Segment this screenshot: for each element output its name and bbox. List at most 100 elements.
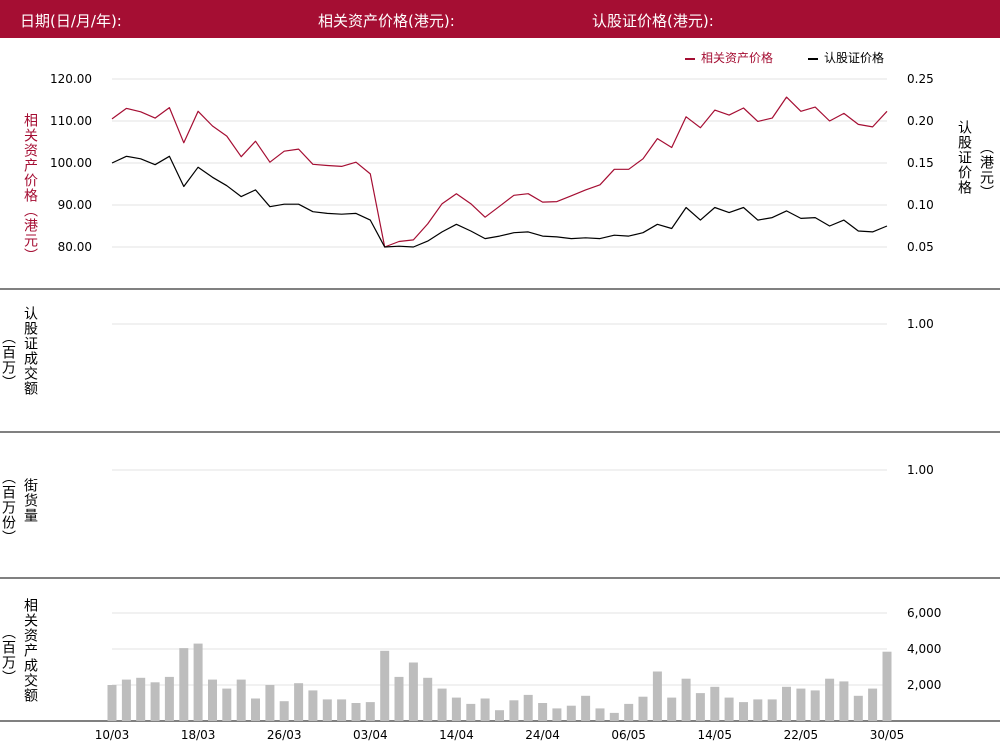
turnover-tick-label: 2,000 <box>907 678 941 692</box>
x-tick-label: 14/04 <box>439 728 474 742</box>
turnover-bar <box>208 679 217 721</box>
turnover-bar <box>451 697 461 721</box>
turnover-bar <box>351 703 361 721</box>
x-tick-label: 24/04 <box>525 728 560 742</box>
turnover-bar <box>193 643 203 721</box>
turnover-bar <box>595 708 605 721</box>
series-line-warrant <box>111 155 888 248</box>
turnover-bar <box>265 685 275 721</box>
turnover-bar <box>609 712 619 721</box>
turnover-bar <box>868 688 878 721</box>
turnover-bar <box>882 651 892 721</box>
turnover-bar <box>380 650 390 721</box>
x-tick-label: 26/03 <box>267 728 302 742</box>
y-left-tick-label: 80.00 <box>58 240 92 254</box>
y-right-tick-label: 0.25 <box>907 72 934 86</box>
y-right-tick-label: 0.05 <box>907 240 934 254</box>
turnover-bar <box>523 694 533 721</box>
turnover-bar <box>581 695 591 721</box>
turnover-bar <box>294 683 304 721</box>
x-tick-label: 03/04 <box>353 728 388 742</box>
x-tick-label: 18/03 <box>181 728 216 742</box>
y-right-axis-label: 认股证价格 <box>956 120 972 195</box>
turnover-bar <box>552 708 562 721</box>
legend-swatch-underlying <box>685 57 695 60</box>
turnover-bar <box>839 681 849 721</box>
turnover-bar <box>107 685 117 721</box>
y-left-tick-label: 100.00 <box>50 156 92 170</box>
turnover-bar <box>337 699 347 721</box>
legend-item-underlying: 相关资产价格 <box>685 49 773 66</box>
legend-label-underlying: 相关资产价格 <box>701 51 774 65</box>
turnover-bar <box>164 676 174 721</box>
turnover-bar <box>509 700 519 721</box>
turnover-bar <box>466 703 476 721</box>
turnover-bar <box>853 695 863 721</box>
warrant-price-readout-label: 认股证价格(港元): <box>592 12 714 30</box>
turnover-bar <box>121 679 131 721</box>
underlying-turnover-label: 相关资产成交额 <box>22 598 38 703</box>
legend-item-warrant: 认股证价格 <box>808 49 884 66</box>
x-tick-label: 30/05 <box>870 728 905 742</box>
turnover-bar <box>753 699 763 721</box>
turnover-bar <box>652 671 662 721</box>
x-tick-label: 14/05 <box>697 728 732 742</box>
legend-swatch-warrant <box>808 57 818 60</box>
turnover-bar <box>825 678 835 721</box>
underlying-turnover-unit: （百万） <box>0 625 16 685</box>
outstanding-unit: （百万份） <box>0 470 16 545</box>
turnover-bar <box>423 677 433 721</box>
turnover-bar <box>279 701 289 721</box>
outstanding-label: 街货量 <box>22 478 38 523</box>
turnover-bar <box>437 688 447 721</box>
turnover-bar <box>681 678 691 721</box>
chart-header: 日期(日/月/年): 相关资产价格(港元): 认股证价格(港元): <box>0 0 1000 38</box>
turnover-bar <box>710 686 720 721</box>
turnover-bar <box>810 690 820 721</box>
turnover-bar <box>767 699 777 721</box>
turnover-bar <box>566 705 576 721</box>
turnover-bar <box>782 686 791 721</box>
turnover-bar <box>136 677 146 721</box>
turnover-bar <box>408 662 418 721</box>
date-readout-label: 日期(日/月/年): <box>20 12 122 30</box>
y-left-tick-label: 110.00 <box>50 114 92 128</box>
turnover-bar <box>667 697 677 721</box>
y-left-axis-label: 相关资产价格（港元） <box>22 113 38 263</box>
turnover-bar <box>624 703 634 721</box>
y-left-tick-label: 120.00 <box>50 72 92 86</box>
warrant-turnover-tick-label: 1.00 <box>907 317 934 331</box>
warrant-turnover-unit: （百万） <box>0 330 16 390</box>
turnover-bar <box>179 648 189 721</box>
y-right-tick-label: 0.20 <box>907 114 934 128</box>
turnover-bar <box>322 699 332 721</box>
x-tick-label: 22/05 <box>784 728 819 742</box>
turnover-bar <box>222 688 232 721</box>
turnover-bar <box>495 710 504 721</box>
x-tick-label: 10/03 <box>95 728 130 742</box>
turnover-bar <box>365 702 375 721</box>
turnover-bar <box>251 698 260 721</box>
turnover-bar <box>394 676 404 721</box>
y-right-tick-label: 0.15 <box>907 156 934 170</box>
warrant-turnover-label: 认股证成交额 <box>22 306 38 396</box>
y-right-axis-unit: （港元） <box>978 140 994 200</box>
turnover-tick-label: 6,000 <box>907 606 941 620</box>
turnover-bar <box>150 682 160 721</box>
turnover-bar <box>739 702 748 721</box>
turnover-bar <box>308 690 318 721</box>
legend-label-warrant: 认股证价格 <box>824 51 885 65</box>
turnover-bar <box>724 697 734 721</box>
underlying-price-readout-label: 相关资产价格(港元): <box>318 12 455 30</box>
turnover-bar <box>236 679 246 721</box>
series-line-underlying <box>111 96 888 248</box>
turnover-bar <box>796 688 806 721</box>
y-right-tick-label: 0.10 <box>907 198 934 212</box>
turnover-bar <box>638 696 648 721</box>
y-left-tick-label: 90.00 <box>58 198 92 212</box>
turnover-bar <box>538 703 548 721</box>
turnover-tick-label: 4,000 <box>907 642 941 656</box>
turnover-bar <box>480 698 490 721</box>
outstanding-tick-label: 1.00 <box>907 463 934 477</box>
